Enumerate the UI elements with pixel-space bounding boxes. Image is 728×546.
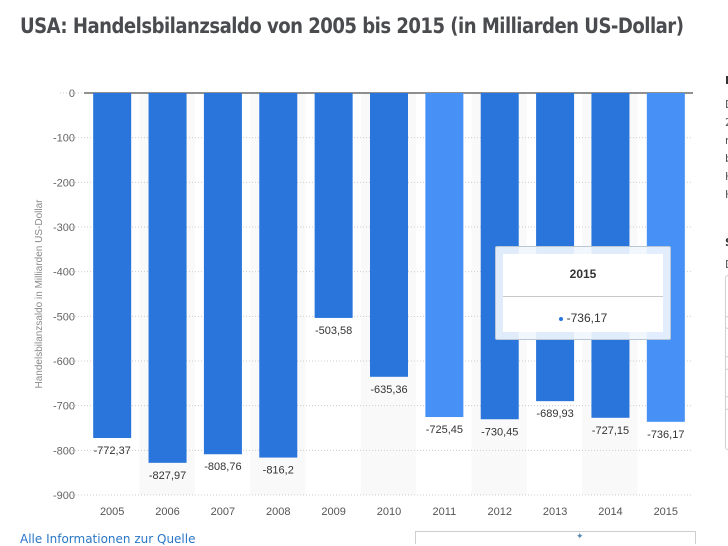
y-tick-label: -300 bbox=[53, 222, 75, 234]
panel-option-box[interactable] bbox=[725, 396, 728, 450]
y-tick-label: -400 bbox=[53, 267, 75, 279]
data-label-2013: -689,93 bbox=[536, 408, 573, 420]
series-dot-icon bbox=[558, 316, 563, 321]
data-label-2015: -736,17 bbox=[647, 429, 684, 441]
right-panel: I D 2 r b H H S D bbox=[722, 0, 728, 540]
data-label-2006: -827,97 bbox=[149, 470, 186, 482]
y-tick-label: -500 bbox=[53, 311, 75, 323]
data-label-2012: -730,45 bbox=[481, 426, 518, 438]
x-tick-label: 2008 bbox=[266, 506, 290, 518]
panel-option-box[interactable] bbox=[725, 316, 728, 370]
panel-text-glyph: H bbox=[725, 170, 728, 183]
x-tick-label: 2014 bbox=[598, 506, 622, 518]
data-label-2007: -808,76 bbox=[204, 461, 241, 473]
data-label-2005: -772,37 bbox=[94, 445, 131, 457]
data-label-2010: -635,36 bbox=[370, 384, 407, 396]
plus-icon[interactable]: ✦ bbox=[576, 531, 584, 541]
x-tick-label: 2006 bbox=[155, 506, 179, 518]
bar-2011[interactable] bbox=[425, 93, 464, 418]
data-label-2009: -503,58 bbox=[315, 325, 352, 337]
tooltip-title: 2015 bbox=[569, 267, 597, 281]
y-tick-label: -700 bbox=[53, 401, 75, 413]
panel-option-box[interactable] bbox=[725, 275, 728, 329]
panel-text-glyph: D bbox=[725, 258, 728, 271]
panel-text-glyph: r bbox=[725, 134, 728, 147]
bar-2010[interactable] bbox=[370, 93, 408, 377]
data-label-2014: -727,15 bbox=[592, 425, 629, 437]
bar-2005[interactable] bbox=[93, 93, 132, 438]
tooltip-separator bbox=[503, 296, 663, 297]
chart-tooltip: 2015 -736,17 bbox=[495, 246, 671, 340]
tooltip-value: -736,17 bbox=[566, 311, 608, 325]
tooltip-value-row: -736,17 bbox=[503, 311, 663, 325]
y-tick-label: 0 bbox=[69, 88, 75, 100]
bar-2006[interactable] bbox=[148, 93, 187, 463]
x-tick-label: 2013 bbox=[543, 506, 567, 518]
y-tick-label: -800 bbox=[53, 445, 75, 457]
y-axis-label: Handelsbilanzsaldo in Milliarden US-Doll… bbox=[34, 199, 45, 389]
x-tick-label: 2012 bbox=[487, 506, 511, 518]
bar-2008[interactable] bbox=[259, 93, 298, 458]
panel-heading-glyph: I bbox=[725, 74, 728, 87]
data-label-2008: -816,2 bbox=[263, 465, 294, 477]
y-tick-label: -200 bbox=[53, 177, 75, 189]
panel-text-glyph: H bbox=[725, 188, 728, 201]
source-link[interactable]: Alle Informationen zur Quelle bbox=[20, 532, 196, 546]
panel-text-glyph: b bbox=[725, 152, 728, 165]
y-tick-label: -900 bbox=[53, 490, 75, 502]
bottom-panel bbox=[415, 531, 696, 544]
y-tick-label: -600 bbox=[53, 356, 75, 368]
bar-2007[interactable] bbox=[203, 93, 242, 455]
panel-option-box[interactable] bbox=[725, 356, 728, 410]
x-tick-label: 2009 bbox=[321, 506, 345, 518]
data-label-2011: -725,45 bbox=[426, 424, 463, 436]
panel-heading-glyph: S bbox=[725, 236, 728, 249]
page-title: USA: Handelsbilanzsaldo von 2005 bis 201… bbox=[20, 14, 684, 38]
x-tick-label: 2007 bbox=[211, 506, 235, 518]
panel-text-glyph: D bbox=[725, 98, 728, 111]
y-tick-label: -100 bbox=[53, 133, 75, 145]
panel-text-glyph: 2 bbox=[725, 116, 728, 129]
bar-2009[interactable] bbox=[314, 93, 353, 318]
x-tick-label: 2015 bbox=[654, 506, 678, 518]
x-tick-label: 2011 bbox=[433, 506, 457, 518]
x-tick-label: 2005 bbox=[100, 506, 124, 518]
x-tick-label: 2010 bbox=[377, 506, 401, 518]
